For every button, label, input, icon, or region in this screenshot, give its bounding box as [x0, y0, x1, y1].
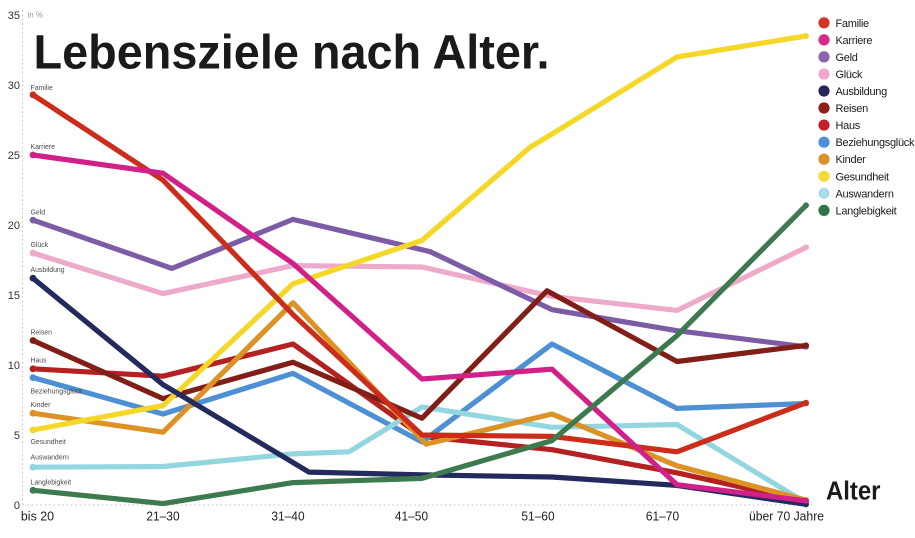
- svg-text:Ausbildung: Ausbildung: [836, 86, 888, 98]
- svg-text:10: 10: [8, 360, 20, 372]
- svg-text:20: 20: [8, 220, 20, 232]
- svg-text:0: 0: [14, 500, 20, 512]
- svg-text:41–50: 41–50: [395, 510, 428, 524]
- svg-text:Gesundheit: Gesundheit: [31, 439, 66, 446]
- svg-text:35: 35: [8, 10, 20, 22]
- svg-text:Gesundheit: Gesundheit: [836, 171, 890, 183]
- svg-text:in %: in %: [28, 11, 44, 20]
- svg-text:Auswandern: Auswandern: [836, 188, 894, 200]
- svg-text:Kinder: Kinder: [31, 402, 52, 409]
- svg-text:5: 5: [14, 430, 20, 442]
- svg-text:Geld: Geld: [836, 52, 858, 64]
- svg-text:15: 15: [8, 290, 20, 302]
- svg-text:Reisen: Reisen: [836, 103, 869, 115]
- svg-text:30: 30: [8, 80, 20, 92]
- svg-text:21–30: 21–30: [146, 510, 179, 524]
- svg-text:Lebensziele nach Alter.: Lebensziele nach Alter.: [34, 27, 550, 80]
- svg-text:Familie: Familie: [836, 18, 870, 30]
- svg-text:Beziehungsglück: Beziehungsglück: [836, 137, 915, 149]
- svg-text:Familie: Familie: [31, 85, 53, 92]
- svg-text:Glück: Glück: [836, 69, 863, 81]
- svg-text:Karriere: Karriere: [836, 35, 873, 47]
- svg-text:Haus: Haus: [31, 358, 48, 365]
- svg-text:Kinder: Kinder: [836, 154, 867, 166]
- svg-text:bis 20: bis 20: [21, 510, 54, 524]
- svg-text:25: 25: [8, 150, 20, 162]
- svg-text:Langlebigkeit: Langlebigkeit: [31, 479, 72, 486]
- svg-text:Karriere: Karriere: [31, 144, 56, 151]
- svg-text:Geld: Geld: [31, 209, 46, 216]
- svg-text:61–70: 61–70: [646, 510, 679, 524]
- svg-text:Reisen: Reisen: [31, 330, 53, 337]
- svg-text:31–40: 31–40: [271, 510, 304, 524]
- svg-text:51–60: 51–60: [521, 510, 554, 524]
- svg-text:Haus: Haus: [836, 120, 861, 132]
- svg-text:Auswandern: Auswandern: [31, 455, 69, 462]
- svg-text:Glück: Glück: [31, 242, 49, 249]
- svg-text:Beziehungsglück: Beziehungsglück: [31, 389, 84, 396]
- svg-text:Alter: Alter: [826, 478, 881, 506]
- svg-text:über 70 Jahre: über 70 Jahre: [749, 510, 824, 524]
- svg-text:Ausbildung: Ausbildung: [31, 267, 65, 274]
- svg-text:Langlebigkeit: Langlebigkeit: [836, 205, 897, 217]
